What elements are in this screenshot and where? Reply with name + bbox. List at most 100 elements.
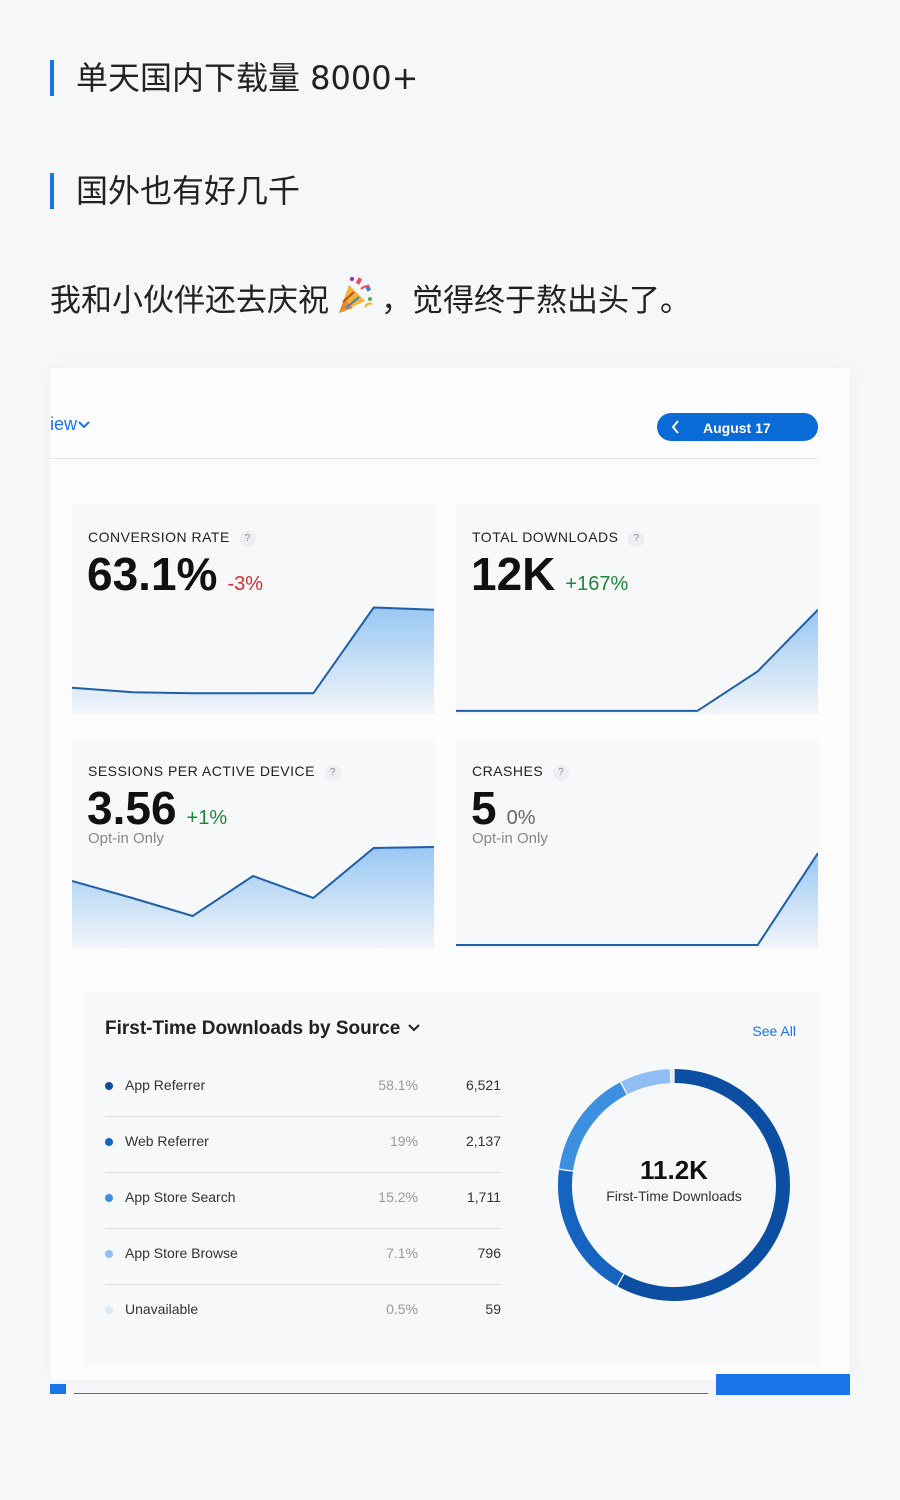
chevron-down-icon xyxy=(406,1018,422,1039)
sparkline-area xyxy=(456,853,818,948)
sparkline-chart xyxy=(72,606,434,714)
metric-change: -3% xyxy=(227,573,264,595)
source-name: Unavailable xyxy=(125,1301,199,1317)
paragraph-text-before: 我和小伙伴还去庆祝 xyxy=(50,283,329,319)
metric-change: +1% xyxy=(186,807,228,829)
metric-value: 3.56 +1% xyxy=(87,782,227,844)
metric-label-text: CRASHES xyxy=(472,763,544,779)
row-divider xyxy=(105,1172,501,1173)
date-label: August 17 xyxy=(703,420,771,436)
source-count: 6,521 xyxy=(465,1077,501,1093)
metric-card-total-downloads[interactable]: TOTAL DOWNLOADS? 12K +167% xyxy=(456,504,818,714)
party-popper-icon xyxy=(335,275,375,325)
scroll-thumb[interactable] xyxy=(716,1374,850,1395)
metric-subtitle: Opt-in Only xyxy=(472,830,548,847)
metric-value-text: 3.56 xyxy=(87,782,177,834)
source-name: App Store Search xyxy=(125,1189,236,1205)
donut-total: 11.2K xyxy=(640,1155,708,1185)
legend-dot xyxy=(105,1250,113,1258)
app-analytics-screenshot: iew August 17 CONVERSION RATE? 63.1% -3% … xyxy=(50,368,850,1380)
sparkline-chart xyxy=(456,609,818,714)
chevron-down-icon xyxy=(77,414,91,434)
source-percent: 0.5% xyxy=(386,1301,418,1317)
help-icon[interactable]: ? xyxy=(553,765,570,781)
metric-change: 0% xyxy=(506,807,536,829)
source-row[interactable]: Web Referrer 19% 2,137 xyxy=(105,1117,501,1173)
source-row[interactable]: App Store Browse 7.1% 796 xyxy=(105,1229,501,1285)
metric-value: 63.1% -3% xyxy=(87,548,263,610)
source-percent: 7.1% xyxy=(386,1245,418,1261)
see-all-link[interactable]: See All xyxy=(752,1023,796,1039)
metric-value: 5 0% xyxy=(471,782,536,844)
help-icon[interactable]: ? xyxy=(628,531,645,547)
sparkline-line xyxy=(456,609,818,712)
donut-center: 11.2K First-Time Downloads xyxy=(554,1155,794,1204)
donut-slice xyxy=(558,1169,624,1286)
toolbar: iew August 17 xyxy=(50,368,818,459)
source-count: 59 xyxy=(485,1301,501,1317)
metric-label-text: CONVERSION RATE xyxy=(88,529,230,545)
metric-value-text: 12K xyxy=(471,548,556,600)
row-divider xyxy=(105,1228,501,1229)
source-title-dropdown[interactable]: First-Time Downloads by Source xyxy=(105,1018,422,1040)
legend-dot xyxy=(105,1306,113,1314)
help-icon[interactable]: ? xyxy=(324,765,341,781)
metric-subtitle: Opt-in Only xyxy=(88,830,164,847)
metric-label: SESSIONS PER ACTIVE DEVICE? xyxy=(88,763,341,781)
row-divider xyxy=(105,1116,501,1117)
donut-slice xyxy=(617,1069,790,1301)
donut-slice xyxy=(621,1069,671,1095)
source-row[interactable]: App Referrer 58.1% 6,521 xyxy=(105,1061,501,1117)
legend-dot xyxy=(105,1138,113,1146)
metric-card-conversion-rate[interactable]: CONVERSION RATE? 63.1% -3% xyxy=(72,504,434,714)
sparkline-line xyxy=(72,606,434,695)
scroll-indicator-start xyxy=(50,1384,66,1394)
chevron-left-icon[interactable] xyxy=(669,417,683,440)
metric-label-text: SESSIONS PER ACTIVE DEVICE xyxy=(88,763,315,779)
metric-label: TOTAL DOWNLOADS? xyxy=(472,529,645,547)
sparkline-line xyxy=(72,846,434,918)
row-divider xyxy=(105,1284,501,1285)
source-count: 2,137 xyxy=(465,1133,501,1149)
metric-label: CRASHES? xyxy=(472,763,570,781)
source-percent: 19% xyxy=(389,1133,418,1149)
metric-label: CONVERSION RATE? xyxy=(88,529,256,547)
metric-change: +167% xyxy=(565,573,629,595)
paragraph-text-after: ，觉得终于熬出头了。 xyxy=(381,283,691,319)
source-name: App Referrer xyxy=(125,1077,206,1093)
legend-dot xyxy=(105,1082,113,1090)
view-menu[interactable]: iew xyxy=(50,414,91,435)
source-percent: 15.2% xyxy=(378,1189,418,1205)
celebration-paragraph: 我和小伙伴还去庆祝 ，觉得终于熬出头了。 xyxy=(50,275,691,325)
sparkline-area xyxy=(72,847,434,948)
source-count: 1,711 xyxy=(467,1189,501,1205)
sparkline-chart xyxy=(456,852,818,948)
source-row[interactable]: App Store Search 15.2% 1,711 xyxy=(105,1173,501,1229)
scroll-track[interactable] xyxy=(74,1393,708,1394)
metric-value-text: 63.1% xyxy=(87,548,218,600)
sparkline-chart xyxy=(72,846,434,948)
donut-slice xyxy=(559,1082,627,1171)
source-percent: 58.1% xyxy=(378,1077,418,1093)
source-name: App Store Browse xyxy=(125,1245,238,1261)
metric-card-crashes[interactable]: CRASHES? 5 0% Opt-in Only xyxy=(456,738,818,948)
sparkline-line xyxy=(456,852,818,946)
heading-domestic-downloads: 单天国内下载量 8000+ xyxy=(50,60,418,96)
view-menu-label: iew xyxy=(50,414,78,434)
donut-total-label: First-Time Downloads xyxy=(606,1188,742,1204)
help-icon[interactable]: ? xyxy=(239,531,256,547)
metric-label-text: TOTAL DOWNLOADS xyxy=(472,529,619,545)
source-name: Web Referrer xyxy=(125,1133,209,1149)
metric-value: 12K +167% xyxy=(471,548,628,610)
heading-overseas-downloads: 国外也有好几千 xyxy=(50,173,300,209)
downloads-by-source-panel: First-Time Downloads by Source See All A… xyxy=(84,993,818,1365)
legend-dot xyxy=(105,1194,113,1202)
metric-card-sessions-per-active-device[interactable]: SESSIONS PER ACTIVE DEVICE? 3.56 +1% Opt-… xyxy=(72,738,434,948)
source-title-text: First-Time Downloads by Source xyxy=(105,1018,401,1039)
source-row[interactable]: Unavailable 0.5% 59 xyxy=(105,1285,501,1341)
source-count: 796 xyxy=(477,1245,501,1261)
source-donut-chart xyxy=(558,1069,790,1301)
date-selector[interactable]: August 17 xyxy=(657,413,818,441)
sparkline-area xyxy=(456,609,818,714)
metric-value-text: 5 xyxy=(471,782,497,834)
